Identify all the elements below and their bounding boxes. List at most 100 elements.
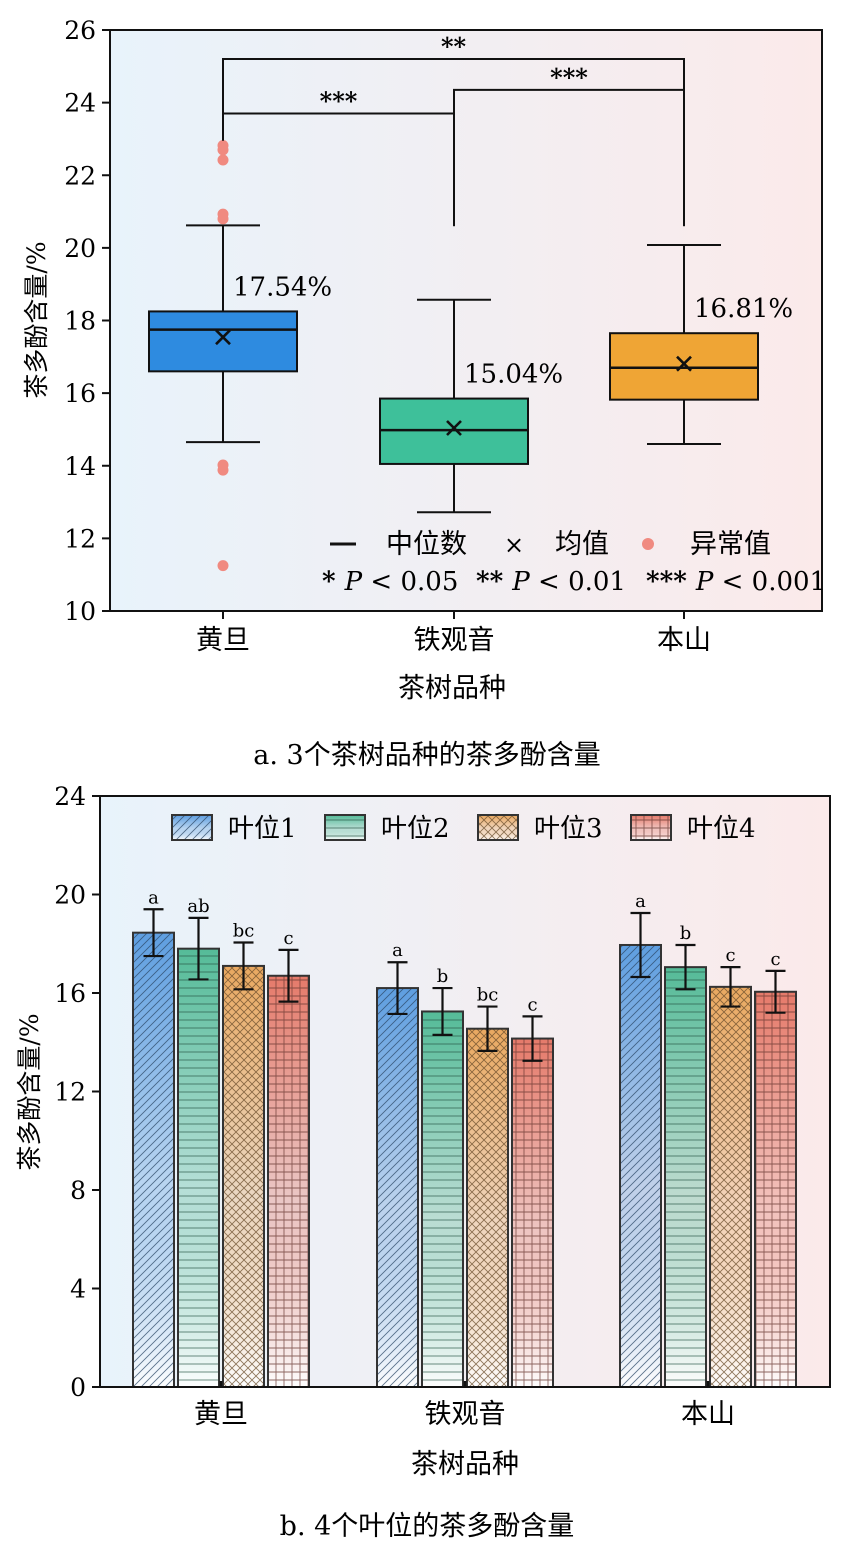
bar-pattern [619,943,662,1388]
y-tick-label: 22 [64,161,96,190]
plot-content: 17.54%15.04%16.81%******** [148,32,793,572]
y-tick-label: 12 [64,524,96,553]
y-tick-label: 18 [64,307,96,336]
y-tick-label: 12 [54,1078,86,1107]
y-tick-label: 20 [64,234,96,263]
bar-group-item: c [511,994,554,1389]
box-3: 16.81% [609,243,793,445]
significance-letter: c [283,928,293,949]
x-tick-label: 黄旦 [196,625,250,656]
legend-label: 叶位1 [228,814,297,844]
x-tick-label: 铁观音 [414,625,495,656]
significance-letter: c [770,949,780,970]
x-tick-label: 本山 [681,1399,735,1430]
bar-group-item: c [709,945,752,1388]
y-tick-label: 14 [64,452,96,481]
bar-group-item: a [619,891,662,1388]
y-tick-label: 0 [70,1373,86,1402]
bracket-line [222,112,455,227]
y-tick-label: 10 [64,597,96,626]
y-axis-label: 茶多酚含量/% [22,241,51,398]
y-tick-label: 8 [70,1176,86,1205]
bar-pattern [376,987,419,1388]
bar-group-item: c [267,928,310,1388]
significance-bracket: *** [222,87,455,227]
legend: 中位数 × 均值 异常值 * P < 0.05 ** P < 0.01 *** P < 0.… [322,529,826,597]
box-iqr [609,332,759,401]
significance-letter: a [635,891,646,912]
bar-pattern [664,966,707,1388]
legend-significance-note: *** P < 0.001 [646,567,826,597]
x-axis: 黄旦 铁观音 本山 [194,1381,735,1430]
legend-label: 叶位3 [534,814,603,844]
x-axis-label: 茶树品种 [411,1449,519,1480]
legend-swatch-pattern [477,814,519,841]
significance-letter: bc [233,921,255,942]
legend-label: 叶位2 [381,814,450,844]
x-tick-label: 本山 [657,625,711,656]
x-axis-label: 茶树品种 [398,673,506,704]
legend-label: 叶位4 [687,814,756,844]
legend-significance-note: * P < 0.05 [322,567,458,597]
significance-letter: c [527,994,537,1015]
outlier-point [217,464,229,476]
bar-pattern [466,1027,509,1389]
figure-caption: a. 3个茶树品种的茶多酚含量 [253,740,600,771]
legend-swatch-pattern [630,814,672,841]
bar-group-item: ab [177,896,220,1388]
y-tick-label: 16 [54,979,86,1008]
mean-marker [676,355,692,372]
bar-group-item: a [132,887,175,1388]
mean-marker [215,329,231,346]
mean-label: 15.04% [464,360,563,390]
outlier-point [217,213,229,225]
outlier-point [217,144,229,156]
x-tick-label: 铁观音 [425,1399,506,1430]
bar-group-item: a [376,940,419,1388]
significance-letter: b [680,923,692,944]
x-tick-label: 黄旦 [194,1399,248,1430]
significance-letter: c [725,945,735,966]
bar-pattern [709,985,752,1388]
mean-marker [446,420,462,436]
legend-swatch-pattern [171,814,213,841]
significance-letter: b [437,966,449,987]
bar-pattern [754,990,797,1388]
legend-outlier-symbol [642,538,654,550]
legend-significance-note: ** P < 0.01 [476,567,626,597]
significance-label: ** [441,32,467,61]
box-2: 15.04% [379,298,563,514]
legend-swatch-pattern [324,814,366,841]
bar-pattern [267,974,310,1388]
plot-content: a a a ab b b bc bc c c c c [132,887,797,1389]
bar-pattern [132,931,175,1388]
bar-group-item: b [421,966,464,1388]
mean-label: 17.54% [233,272,332,302]
bar-pattern [222,964,265,1388]
box-chart: 17.54%15.04%16.81%******** 1012141618202… [22,16,826,771]
y-tick-label: 24 [54,782,86,811]
y-tick-label: 26 [64,16,96,45]
y-tick-label: 24 [64,89,96,118]
bar-pattern [421,1010,464,1388]
significance-label: *** [320,87,358,116]
y-tick-label: 16 [64,379,96,408]
bar-group-item: c [754,949,797,1388]
y-tick-label: 20 [54,881,86,910]
legend-label: 均值 [555,529,609,560]
legend-mean-symbol: × [504,531,524,559]
mean-label: 16.81% [694,294,793,324]
outlier-point [217,154,229,166]
y-axis: 10 12 14 16 18 20 22 24 26 [64,16,110,626]
y-axis-label: 茶多酚含量/% [15,1013,44,1170]
x-axis: 黄旦 铁观音 本山 [196,611,711,656]
box-iqr [148,310,298,373]
y-axis: 0 4 8 12 16 20 24 [54,782,100,1402]
significance-label: *** [550,63,588,92]
y-tick-label: 4 [70,1275,86,1304]
significance-letter: ab [187,896,209,917]
bar-group-item: bc [222,921,265,1388]
legend-label: 异常值 [690,529,771,560]
bar-pattern [177,947,220,1388]
